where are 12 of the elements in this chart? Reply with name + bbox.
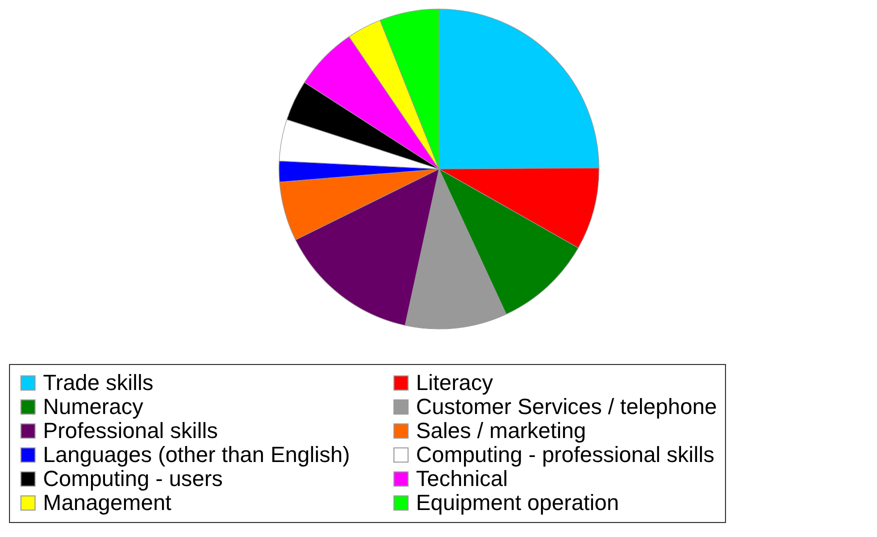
legend-label: Computing - users xyxy=(43,466,223,491)
legend-label: Professional skills xyxy=(43,418,218,443)
legend-label: Sales / marketing xyxy=(416,418,586,443)
legend-label: Equipment operation xyxy=(416,490,620,515)
legend-label: Literacy xyxy=(416,370,494,395)
legend-label: Trade skills xyxy=(43,370,154,395)
legend-label: Languages (other than English) xyxy=(43,442,350,467)
legend-label: Technical xyxy=(416,466,508,491)
legend-label: Numeracy xyxy=(43,394,144,419)
legend-label: Management xyxy=(43,490,172,515)
legend-label: Computing - professional skills xyxy=(416,442,714,467)
legend-label: Customer Services / telephone xyxy=(416,394,717,419)
